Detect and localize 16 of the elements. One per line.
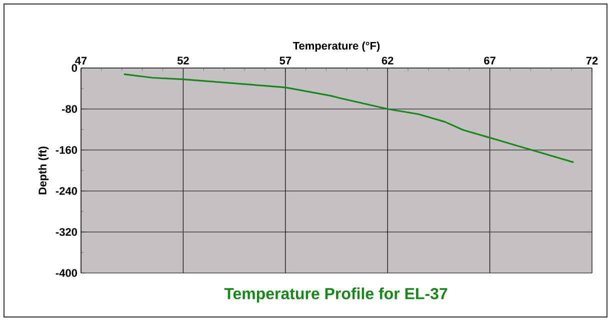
- y-axis-title: Depth (ft): [38, 146, 49, 194]
- x-tick-label: 67: [484, 56, 496, 64]
- y-tick-label: -320: [56, 228, 78, 236]
- x-tick-label: 47: [75, 56, 87, 64]
- y-tick-label: -160: [56, 146, 78, 154]
- y-tick-label: 0: [72, 64, 78, 72]
- x-axis-title: Temperature (°F): [292, 42, 380, 52]
- x-tick-label: 52: [177, 56, 189, 64]
- line-series: [123, 73, 574, 164]
- y-tick-label: -240: [56, 187, 78, 195]
- y-tick-label: -400: [56, 269, 78, 277]
- y-tick-label: -80: [62, 105, 78, 113]
- x-tick-label: 57: [280, 56, 292, 64]
- x-tick-label: 72: [586, 56, 598, 64]
- text: Temperature Profile for EL-37: [224, 288, 448, 302]
- x-tick-label: 62: [382, 56, 394, 64]
